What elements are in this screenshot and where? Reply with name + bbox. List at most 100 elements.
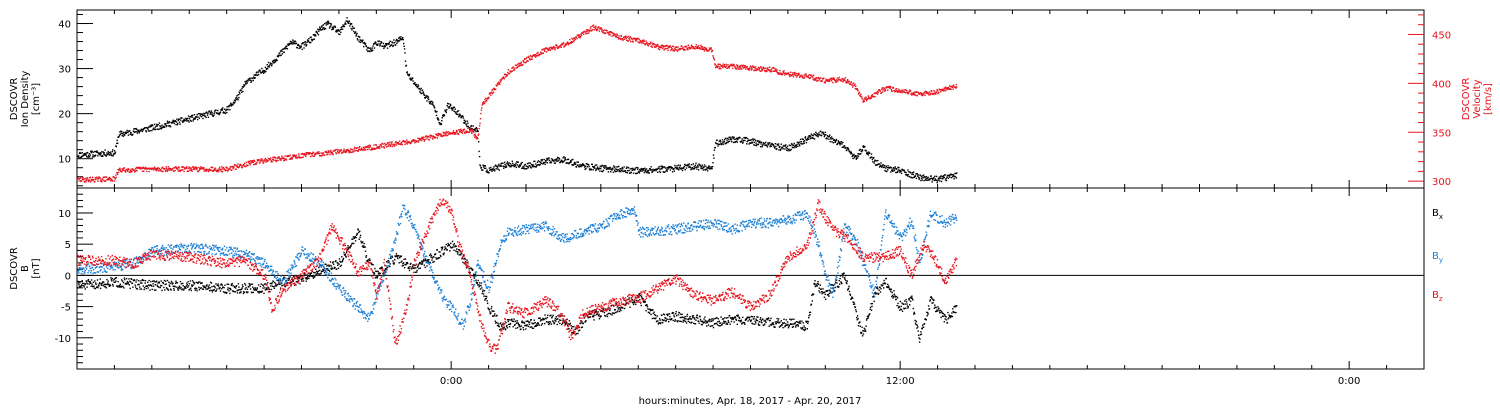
data-point	[359, 146, 361, 148]
data-point	[353, 242, 355, 245]
data-point	[842, 81, 844, 83]
data-point	[773, 67, 775, 69]
data-point	[122, 135, 125, 137]
data-point	[150, 280, 152, 283]
data-point	[619, 168, 621, 170]
data-point	[518, 65, 520, 67]
data-point	[119, 131, 121, 133]
data-point	[899, 169, 901, 171]
data-point	[555, 159, 557, 162]
data-point	[517, 63, 519, 66]
data-point	[261, 290, 263, 292]
data-point	[127, 168, 130, 170]
data-point	[371, 147, 373, 150]
data-point	[406, 143, 408, 145]
data-point	[717, 63, 719, 66]
data-point	[729, 136, 731, 138]
data-point	[89, 176, 91, 179]
data-point	[730, 64, 732, 67]
data-point	[656, 44, 659, 47]
data-point	[774, 70, 776, 72]
data-point	[540, 162, 543, 165]
data-point	[870, 95, 873, 97]
data-point	[209, 287, 211, 289]
data-point	[612, 171, 615, 173]
data-point	[868, 151, 870, 153]
data-point	[420, 260, 423, 262]
data-point	[927, 92, 930, 95]
data-point	[674, 164, 676, 167]
data-point	[424, 260, 426, 262]
data-point	[179, 287, 181, 290]
data-point	[122, 281, 125, 284]
data-point	[189, 116, 191, 118]
data-point	[403, 48, 406, 50]
data-point	[156, 128, 159, 130]
data-point	[812, 134, 814, 137]
data-point	[205, 288, 207, 290]
data-point	[202, 285, 204, 287]
data-point	[416, 269, 418, 272]
data-point	[363, 148, 365, 150]
data-point	[185, 287, 187, 289]
data-point	[240, 91, 243, 93]
data-point	[870, 97, 872, 99]
data-point	[548, 157, 550, 159]
data-point	[862, 146, 864, 148]
data-point	[108, 178, 110, 180]
data-point	[956, 86, 958, 88]
data-point	[377, 270, 379, 273]
data-point	[726, 67, 729, 69]
data-point	[857, 153, 859, 155]
data-point	[460, 115, 462, 117]
data-point	[480, 167, 483, 169]
data-point	[113, 278, 116, 280]
data-point	[170, 169, 173, 171]
data-point	[571, 164, 574, 166]
data-point	[753, 144, 755, 146]
data-point	[117, 286, 119, 288]
data-point	[77, 282, 80, 284]
data-point	[222, 112, 224, 114]
data-point	[457, 113, 459, 116]
data-point	[270, 285, 272, 287]
data-point	[138, 280, 140, 282]
data-point	[311, 154, 313, 157]
data-point	[318, 151, 320, 153]
data-point	[309, 42, 311, 44]
data-point	[919, 174, 922, 176]
data-point	[767, 67, 769, 69]
data-point	[650, 166, 652, 168]
data-point	[233, 102, 235, 104]
data-point	[232, 103, 234, 105]
data-point	[843, 78, 845, 80]
data-point	[192, 284, 194, 286]
data-point	[304, 41, 306, 44]
data-point	[425, 96, 427, 98]
data-point	[322, 24, 324, 26]
data-point	[167, 166, 170, 168]
data-point	[395, 255, 397, 257]
data-point	[806, 139, 808, 141]
data-point	[649, 169, 652, 171]
data-point	[954, 86, 957, 88]
data-point	[169, 125, 171, 127]
data-point	[289, 282, 292, 284]
data-point	[447, 245, 449, 247]
data-point	[823, 77, 825, 79]
data-point	[738, 65, 740, 67]
data-point	[268, 288, 271, 290]
data-point	[165, 280, 167, 282]
data-point	[554, 49, 556, 51]
data-point	[803, 142, 805, 144]
data-point	[99, 153, 101, 155]
data-point	[349, 25, 351, 27]
data-point	[228, 290, 230, 292]
data-point	[142, 166, 144, 168]
data-point	[295, 157, 297, 159]
data-point	[730, 139, 733, 141]
data-point	[880, 162, 882, 164]
data-point	[254, 288, 257, 290]
data-point	[857, 89, 859, 92]
data-point	[383, 146, 385, 148]
